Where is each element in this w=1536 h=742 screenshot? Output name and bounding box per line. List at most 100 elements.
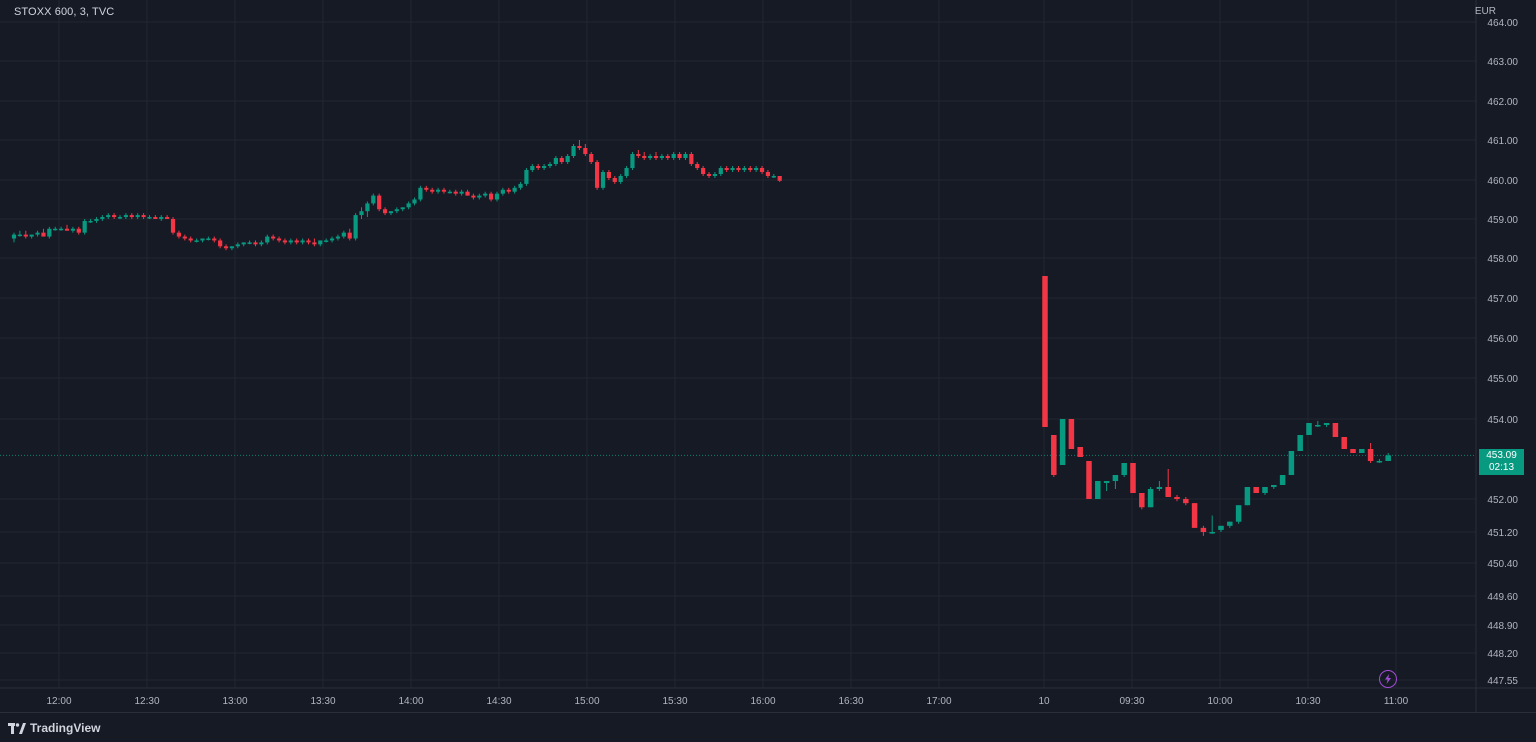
candle-body xyxy=(176,232,182,237)
candle-body xyxy=(47,228,52,237)
candle-body xyxy=(1068,419,1075,449)
candle-body xyxy=(742,168,747,170)
candle xyxy=(76,226,81,235)
candle-body xyxy=(335,236,341,239)
candle-body xyxy=(606,172,611,178)
time-tick-label: 13:30 xyxy=(310,696,335,707)
candle xyxy=(606,170,611,180)
candle xyxy=(671,152,676,160)
candle-body xyxy=(1350,449,1356,453)
candle-body xyxy=(329,238,335,241)
candle-body xyxy=(600,172,606,188)
candle-body xyxy=(542,166,547,168)
tradingview-logo[interactable]: TradingView xyxy=(8,721,100,735)
candle xyxy=(642,152,647,160)
candle-body xyxy=(406,203,411,208)
candle xyxy=(88,219,93,223)
candle-body xyxy=(665,156,670,158)
candle xyxy=(424,185,429,192)
candle xyxy=(229,246,235,251)
candle xyxy=(1279,475,1286,485)
candle xyxy=(147,215,152,219)
candle-body xyxy=(536,166,541,168)
candle xyxy=(353,213,358,241)
candle-body xyxy=(1218,525,1224,530)
candle xyxy=(347,228,352,241)
candle xyxy=(1262,487,1268,495)
candle-body xyxy=(1086,461,1092,499)
candle-body xyxy=(377,195,382,210)
candle xyxy=(129,213,134,219)
candle-body xyxy=(141,215,146,218)
bar-countdown: 02:13 xyxy=(1488,462,1515,473)
price-tick-label: 461.00 xyxy=(1487,136,1518,147)
candle-body xyxy=(595,162,600,188)
candle-body xyxy=(82,220,87,233)
candle-body xyxy=(1103,481,1110,483)
candle-body xyxy=(518,183,523,188)
candle-body xyxy=(294,240,299,243)
candle-body xyxy=(1323,423,1330,425)
candle-body xyxy=(1315,425,1321,427)
candle xyxy=(265,234,270,245)
candle xyxy=(530,164,535,172)
price-tick-label: 450.40 xyxy=(1487,559,1518,570)
lightning-bolt-icon[interactable] xyxy=(1379,670,1397,688)
candle xyxy=(218,238,223,249)
candle xyxy=(294,238,299,245)
price-tick-label: 455.00 xyxy=(1487,374,1518,385)
candle-body xyxy=(459,191,464,194)
candle-body xyxy=(718,168,723,174)
candle-body xyxy=(1288,451,1295,475)
candle-body xyxy=(777,176,782,181)
candle-body xyxy=(571,146,576,156)
candle-body xyxy=(88,220,93,223)
candle xyxy=(276,236,282,243)
candle xyxy=(1367,443,1374,463)
candle-body xyxy=(218,240,223,247)
tradingview-logo-icon xyxy=(8,722,26,734)
candle-body xyxy=(1271,485,1277,487)
candle-body xyxy=(282,240,288,243)
candle xyxy=(618,174,623,184)
candle xyxy=(1359,449,1365,453)
price-axis: 464.00 463.00 462.00 461.00 460.00 459.00 458.… xyxy=(1475,0,1518,712)
candle xyxy=(271,234,276,241)
candle-body xyxy=(106,215,111,218)
candle xyxy=(430,187,435,194)
candle-body xyxy=(324,240,329,242)
candle xyxy=(247,240,252,245)
candle xyxy=(712,172,718,178)
candle xyxy=(394,207,399,214)
candle xyxy=(200,238,205,243)
candle-body xyxy=(1376,461,1383,463)
candle-body xyxy=(117,217,123,219)
candle-body xyxy=(223,246,229,249)
candle xyxy=(718,166,723,176)
candle xyxy=(659,154,664,160)
candle xyxy=(1323,423,1330,427)
candle xyxy=(477,193,482,200)
candle xyxy=(1297,435,1303,451)
candle xyxy=(559,156,564,164)
candle xyxy=(53,226,58,231)
candle xyxy=(235,242,240,249)
candle xyxy=(371,193,376,206)
candle-body xyxy=(1359,449,1365,453)
candle-body xyxy=(235,244,240,247)
candle xyxy=(459,189,464,196)
candle-body xyxy=(565,156,570,162)
candle xyxy=(1350,449,1356,453)
candle-body xyxy=(1262,487,1268,493)
currency-label[interactable]: EUR xyxy=(1474,6,1496,17)
candle xyxy=(500,187,505,196)
candle xyxy=(1103,481,1110,491)
candle xyxy=(106,213,111,219)
price-tick-label: 457.00 xyxy=(1487,294,1518,305)
price-tick-label: 463.00 xyxy=(1487,57,1518,68)
candle xyxy=(412,197,417,206)
candle xyxy=(141,213,146,219)
candle-body xyxy=(730,168,735,170)
